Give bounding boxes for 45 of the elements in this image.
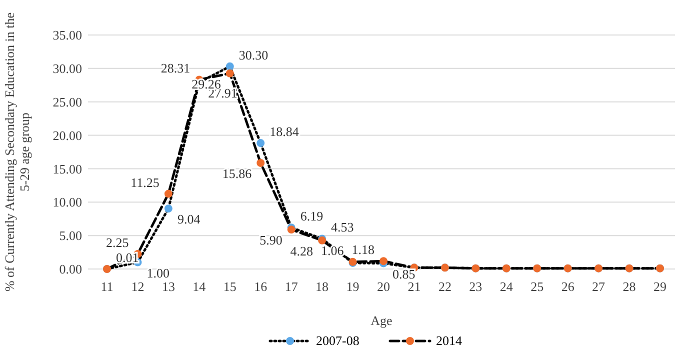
x-tick-label: 18 xyxy=(316,279,329,294)
x-tick-label: 15 xyxy=(223,279,236,294)
data-label: 15.86 xyxy=(222,166,252,181)
y-tick-label: 35.00 xyxy=(52,28,82,43)
y-tick-label: 15.00 xyxy=(52,161,82,176)
data-label: 18.84 xyxy=(270,124,300,140)
data-label: 5.90 xyxy=(260,232,282,248)
x-tick-label: 28 xyxy=(622,279,636,294)
data-label: 6.19 xyxy=(300,208,324,224)
x-tick-label: 25 xyxy=(530,279,544,294)
x-tick-label: 27 xyxy=(592,279,606,294)
data-label: 30.30 xyxy=(238,47,268,62)
legend-label: 2007-08 xyxy=(316,333,360,348)
x-tick-label: 17 xyxy=(284,279,298,294)
y-tick-label: 5.00 xyxy=(59,228,82,244)
y-tick-label: 30.00 xyxy=(52,60,82,76)
x-tick-label: 16 xyxy=(254,279,268,294)
data-label: 2.25 xyxy=(106,234,129,250)
y-tick-label: 20.00 xyxy=(52,128,82,143)
x-tick-label: 22 xyxy=(438,279,452,294)
x-tick-label: 11 xyxy=(100,279,114,294)
x-tick-label: 19 xyxy=(346,279,360,294)
data-label: 9.04 xyxy=(177,212,201,227)
data-label: 4.53 xyxy=(331,220,354,235)
data-label: 4.28 xyxy=(290,243,314,258)
data-label: 1.18 xyxy=(352,242,374,258)
y-tick-label: 0.00 xyxy=(59,262,82,277)
x-tick-label: 26 xyxy=(561,279,575,294)
data-label: 28.31 xyxy=(160,60,190,76)
x-tick-label: 23 xyxy=(469,279,482,294)
y-tick-label: 25.00 xyxy=(52,94,82,110)
x-tick-label: 13 xyxy=(162,279,175,294)
x-tick-label: 29 xyxy=(654,279,666,294)
y-tick-label: 10.00 xyxy=(52,194,82,210)
x-axis-title: Age xyxy=(370,313,393,328)
x-tick-label: 12 xyxy=(131,279,144,294)
x-tick-label: 14 xyxy=(192,279,206,294)
x-tick-label: 21 xyxy=(408,279,421,294)
y-axis-title: % of Currently Attending Secondary Education in the 5-29 age group xyxy=(2,12,32,292)
x-tick-label: 20 xyxy=(377,279,390,294)
data-label: 0.85 xyxy=(392,266,416,282)
x-tick-label: 24 xyxy=(500,279,514,294)
data-label: 11.25 xyxy=(130,174,160,190)
legend-label: 2014 xyxy=(436,333,462,348)
data-label: 1.00 xyxy=(146,265,170,280)
